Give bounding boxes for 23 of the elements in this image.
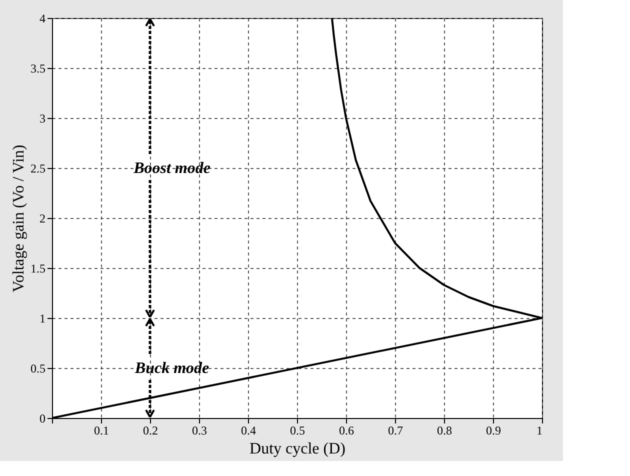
y-tick-label: 4: [40, 12, 46, 26]
y-axis-title: Voltage gain (Vo / Vin): [10, 144, 28, 292]
y-tick-label: 0: [40, 412, 46, 426]
annotation: Buck mode: [134, 360, 210, 377]
annotation: Boost mode: [132, 160, 210, 177]
x-tick-label: 0.1: [94, 424, 109, 438]
x-tick-label: 0.2: [143, 424, 158, 438]
x-tick-label: 0.5: [290, 424, 305, 438]
x-tick-label: 0.3: [192, 424, 207, 438]
y-tick-label: 2.5: [30, 162, 46, 176]
y-tick-label: 1.5: [30, 262, 46, 276]
y-tick-label: 3.5: [30, 62, 46, 76]
y-tick-label: 3: [40, 112, 46, 126]
y-tick-label: 0.5: [30, 362, 46, 376]
x-tick-label: 0.8: [437, 424, 452, 438]
x-tick-label: 0.4: [241, 424, 256, 438]
x-axis-title: Duty cycle (D): [250, 440, 346, 458]
x-tick-label: 1: [536, 424, 542, 438]
x-tick-label: 0.6: [339, 424, 354, 438]
x-tick-label: 0.7: [388, 424, 403, 438]
y-tick-label: 2: [40, 212, 46, 226]
y-tick-label: 1: [40, 312, 46, 326]
x-tick-label: 0.9: [486, 424, 501, 438]
